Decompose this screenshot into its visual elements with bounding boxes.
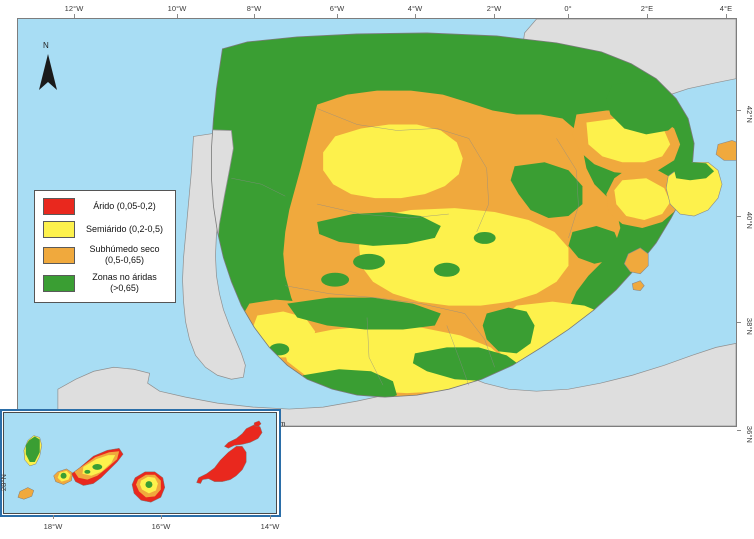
right-axis-label: 36°N [745, 425, 754, 444]
inset-bottom-axis-tick [53, 515, 54, 519]
island-gran-canaria [131, 471, 166, 503]
top-axis-tick [337, 14, 338, 18]
top-axis-label: 2°E [640, 4, 654, 13]
top-axis-label: 10°W [167, 4, 187, 13]
legend-label-non-arid: Zonas no áridas (>0,65) [92, 272, 157, 293]
legend-swatch-semiarid [43, 221, 75, 238]
inset-bottom-axis-tick [270, 515, 271, 519]
top-axis-tick [726, 14, 727, 18]
legend-item: Subhúmedo seco (0,5-0,65) [43, 244, 167, 266]
right-axis-label: 38°N [745, 317, 754, 336]
right-axis-tick [737, 110, 741, 111]
right-axis-tick [737, 216, 741, 217]
legend-swatch-arid [43, 198, 75, 215]
top-axis-label: 2°W [486, 4, 502, 13]
top-axis-tick [177, 14, 178, 18]
legend-swatch-dry-subhumid [43, 246, 75, 264]
legend-item: Árido (0,05-0,2) [43, 198, 167, 215]
canary-islands-inset[interactable] [3, 412, 277, 514]
top-axis-label: 4°E [719, 4, 733, 13]
top-axis-label: 0° [564, 4, 572, 13]
map-canvas [18, 19, 736, 426]
right-axis-label: 40°N [745, 211, 754, 230]
island-fuerteventura [196, 446, 247, 484]
top-axis-label: 8°W [246, 4, 262, 13]
top-axis-tick [415, 14, 416, 18]
top-axis-tick [568, 14, 569, 18]
top-axis-tick [254, 14, 255, 18]
legend-item: Zonas no áridas (>0,65) [43, 272, 167, 294]
spain-mainland [211, 32, 695, 398]
right-axis-label: 42°N [745, 105, 754, 124]
inset-bottom-axis-label: 14°W [260, 522, 280, 531]
legend-item: Semiárido (0,2-0,5) [43, 221, 167, 238]
top-axis-tick [494, 14, 495, 18]
inset-bottom-axis-tick [161, 515, 162, 519]
top-axis-label: 12°W [64, 4, 84, 13]
right-axis-tick [737, 430, 741, 431]
top-axis-label: 6°W [329, 4, 345, 13]
island-lanzarote [223, 424, 263, 449]
top-axis-label: 4°W [407, 4, 423, 13]
right-axis-tick [737, 322, 741, 323]
inset-left-axis-label: 28°N [0, 473, 8, 492]
island-la-palma [23, 435, 42, 467]
top-axis-tick [647, 14, 648, 18]
top-axis-tick [74, 14, 75, 18]
legend-label-semiarid: Semiárido (0,2-0,5) [85, 224, 164, 234]
legend: Árido (0,05-0,2) Semiárido (0,2-0,5) Sub… [34, 190, 176, 303]
inset-bottom-axis-label: 16°W [151, 522, 171, 531]
main-map-frame[interactable]: N Árido (0,05-0,2) Semiárido (0,2-0,5) S… [17, 18, 737, 427]
island-el-hierro [17, 487, 35, 500]
balearic-islands [623, 140, 736, 291]
island-la-graciosa [253, 420, 262, 427]
island-la-gomera [53, 468, 73, 485]
legend-label-dry-subhumid: Subhúmedo seco (0,5-0,65) [89, 244, 160, 265]
island-tenerife [71, 448, 124, 486]
legend-swatch-non-arid [43, 274, 75, 292]
inset-bottom-axis-label: 18°W [43, 522, 63, 531]
legend-label-arid: Árido (0,05-0,2) [93, 201, 156, 211]
